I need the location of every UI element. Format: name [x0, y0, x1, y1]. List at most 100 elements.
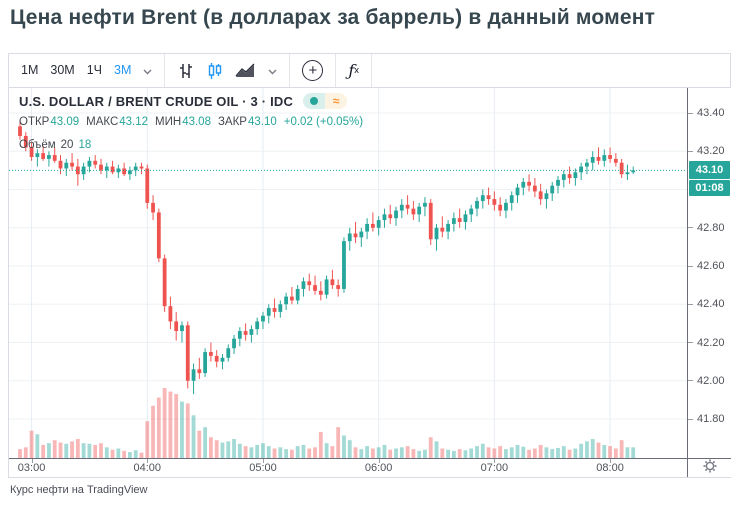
candle-body: [191, 369, 196, 381]
last-price-badge: 43.10: [689, 161, 730, 180]
candle-body: [35, 153, 40, 157]
price-axis-tick: [688, 380, 693, 382]
candle-body: [538, 191, 543, 200]
candle-body: [365, 223, 369, 232]
volume-bar: [550, 449, 555, 458]
volume-bar: [399, 447, 404, 458]
volume-bar: [405, 446, 410, 458]
chevron-down-icon[interactable]: [268, 62, 277, 80]
price-axis[interactable]: 43.10 01:08 43.40 43.20 42.80 42.60 42.40 42.…: [687, 88, 731, 458]
volume-bar: [174, 393, 179, 458]
candlestick-chart-canvas[interactable]: [9, 88, 687, 458]
time-axis-tick: [31, 459, 33, 463]
candle-body: [203, 352, 208, 374]
candle-body: [180, 325, 184, 332]
volume-bar: [417, 450, 422, 458]
volume-bar: [75, 439, 80, 458]
volume-bar: [602, 444, 607, 458]
price-axis-label: 42.40: [697, 298, 725, 311]
candle-body: [585, 162, 589, 167]
volume-bar: [451, 450, 456, 458]
volume-bar: [70, 441, 74, 458]
candle-body: [451, 218, 456, 224]
volume-bar: [295, 446, 300, 458]
volume-bar: [99, 443, 103, 458]
volume-bar: [226, 441, 231, 458]
candle-body: [29, 147, 34, 157]
volume-bar: [394, 448, 398, 458]
tradingview-attribution-link[interactable]: Курс нефти на TradingView: [10, 484, 148, 496]
candle-body: [162, 258, 167, 307]
candle-body: [399, 204, 404, 211]
volume-bar: [370, 448, 375, 458]
candle-body: [515, 187, 520, 196]
candle-body: [573, 172, 578, 179]
volume-bar: [122, 450, 127, 458]
volume-bar: [185, 403, 190, 458]
candle-body: [469, 208, 474, 215]
candle-body: [440, 227, 445, 232]
interval-30m-button[interactable]: 30М: [50, 63, 75, 78]
toolbar-spacer: [372, 54, 730, 87]
time-axis[interactable]: 03:00 04:00 05:00 06:00 07:00 08:00: [9, 458, 687, 477]
chart-widget: 43.10 01:08 43.40 43.20 42.80 42.60 42.40 42.…: [8, 88, 731, 478]
candle-body: [93, 160, 98, 165]
volume-bar: [428, 437, 433, 458]
volume-bar: [255, 444, 260, 458]
candle-body: [116, 168, 121, 173]
volume-bar: [521, 446, 526, 458]
candle-body: [266, 308, 271, 316]
volume-bar: [457, 449, 462, 458]
volume-bar: [307, 448, 312, 458]
candle-body: [214, 355, 219, 362]
volume-bar: [35, 434, 40, 458]
bars-style-icon[interactable]: [177, 62, 195, 80]
candle-body: [58, 160, 63, 169]
candle-body: [64, 162, 69, 169]
volume-bar: [469, 448, 474, 458]
candle-body: [370, 223, 375, 228]
candle-body: [220, 357, 225, 362]
volume-bar: [156, 397, 161, 458]
interval-1m-button[interactable]: 1М: [21, 63, 39, 78]
candle-body: [382, 214, 387, 221]
candle-body: [353, 233, 358, 238]
volume-bar: [596, 442, 601, 458]
price-axis-label: 41.80: [697, 413, 725, 425]
timescale-settings-gear-icon[interactable]: [703, 459, 717, 478]
volume-bar: [209, 437, 213, 458]
candles-style-icon[interactable]: [207, 62, 223, 80]
volume-bar: [58, 442, 63, 458]
candle-body: [509, 195, 514, 203]
candle-body: [498, 204, 503, 211]
volume-bar: [515, 444, 520, 458]
volume-bar: [446, 449, 450, 458]
candle-body: [70, 162, 74, 167]
volume-bar: [139, 452, 144, 458]
volume-bar: [29, 430, 34, 458]
candle-body: [156, 212, 161, 259]
volume-bar: [538, 444, 543, 458]
interval-3m-button[interactable]: 3М: [114, 63, 132, 78]
price-axis-label: 42.60: [697, 260, 725, 272]
area-style-icon[interactable]: [235, 63, 256, 79]
volume-bar: [486, 447, 491, 458]
chevron-down-icon[interactable]: [143, 62, 152, 80]
candle-body: [313, 285, 317, 291]
candle-body: [330, 279, 335, 286]
candle-body: [608, 155, 612, 159]
time-axis-label: 07:00: [480, 462, 509, 474]
candle-body: [197, 369, 202, 374]
compare-plus-icon[interactable]: +: [302, 60, 324, 81]
volume-bar: [359, 449, 364, 458]
volume-bar: [330, 446, 335, 458]
candle-body: [342, 241, 346, 289]
price-axis-tick: [688, 150, 693, 152]
time-axis-tick: [262, 459, 264, 463]
volume-bar: [480, 443, 485, 458]
candle-body: [272, 308, 277, 312]
candle-body: [318, 290, 323, 295]
time-axis-label: 06:00: [364, 462, 393, 474]
interval-1h-button[interactable]: 1Ч: [86, 63, 102, 78]
